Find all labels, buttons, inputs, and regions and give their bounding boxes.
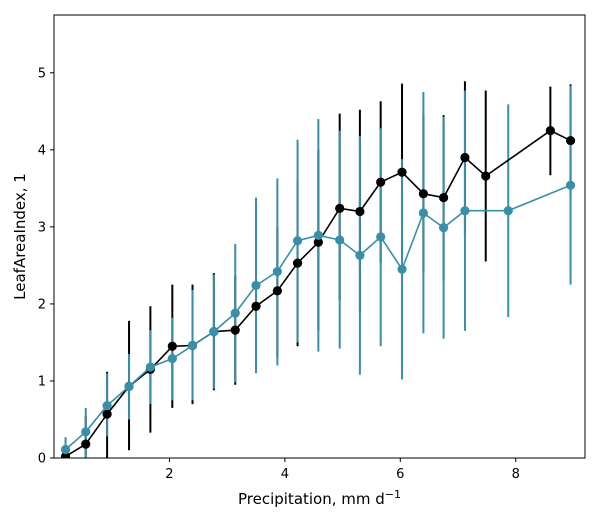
series-1-point-14 <box>335 203 345 213</box>
series-2-point-18 <box>418 208 428 218</box>
series-1-point-23 <box>565 135 576 146</box>
series-2-point-4 <box>124 381 134 391</box>
series-2-point-5 <box>145 362 155 372</box>
series-2-point-2 <box>81 427 91 437</box>
series-2-point-11 <box>272 266 282 277</box>
series-2-point-15 <box>355 250 365 260</box>
series-2-point-14 <box>335 235 345 245</box>
plot-area <box>60 81 576 458</box>
series-2-point-13 <box>313 230 323 240</box>
series-2-point-7 <box>187 340 198 351</box>
x-axis-label-text: Precipitation, mm d <box>238 490 385 508</box>
series-2-point-17 <box>397 264 407 274</box>
series-1-point-21 <box>481 171 491 181</box>
series-2-point-9 <box>230 308 240 318</box>
x-tick-label-4: 4 <box>281 467 289 482</box>
series-2-markers <box>60 180 576 455</box>
y-axis-label: LeafAreaIndex, 1 <box>11 173 29 300</box>
series-1-point-12 <box>292 258 303 268</box>
series-1-point-17 <box>397 167 407 177</box>
series-1-point-9 <box>230 325 240 335</box>
x-tick-label-2: 2 <box>165 467 173 482</box>
x-tick-label-8: 8 <box>512 467 520 482</box>
series-1-point-22 <box>545 125 555 136</box>
series-2-point-12 <box>292 236 303 246</box>
series-1-point-2 <box>81 439 91 449</box>
series-2-point-19 <box>438 223 449 233</box>
y-tick-label-5: 5 <box>38 66 46 81</box>
series-2-point-22 <box>565 180 576 190</box>
series-2-point-10 <box>251 280 261 291</box>
x-axis-label-superscript: −1 <box>385 488 401 501</box>
series-2-point-1 <box>60 444 71 455</box>
axes: 2 4 6 8 0 1 2 3 4 5 <box>38 14 586 482</box>
series-2-point-8 <box>209 327 219 337</box>
series-2-point-20 <box>460 206 470 216</box>
y-tick-label-1: 1 <box>38 374 46 389</box>
series-2-point-3 <box>102 401 112 411</box>
series-2-point-21 <box>503 206 513 216</box>
series-1-point-16 <box>376 177 386 187</box>
series-1-point-18 <box>418 189 428 199</box>
series-2-errorbars <box>64 85 572 458</box>
y-tick-label-2: 2 <box>38 297 46 312</box>
series-2-point-6 <box>167 354 177 364</box>
series-2-line <box>65 184 571 451</box>
y-tick-label-4: 4 <box>38 143 46 158</box>
series-1-point-10 <box>251 301 261 311</box>
series-1-point-20 <box>460 152 470 163</box>
plot-frame <box>53 14 586 459</box>
series-1-point-11 <box>272 286 282 296</box>
series-1-point-6 <box>167 341 177 351</box>
series-1-point-15 <box>355 206 365 217</box>
y-tick-label-3: 3 <box>38 220 46 235</box>
x-tick-label-6: 6 <box>396 467 404 482</box>
series-1-point-3 <box>102 409 112 419</box>
series-1-point-19 <box>438 192 449 203</box>
y-tick-label-0: 0 <box>38 452 46 467</box>
series-2-point-16 <box>376 232 386 242</box>
x-axis-label: Precipitation, mm d−1 <box>238 488 401 508</box>
plot-contents <box>60 81 576 458</box>
series-1-point-13 <box>313 237 323 247</box>
